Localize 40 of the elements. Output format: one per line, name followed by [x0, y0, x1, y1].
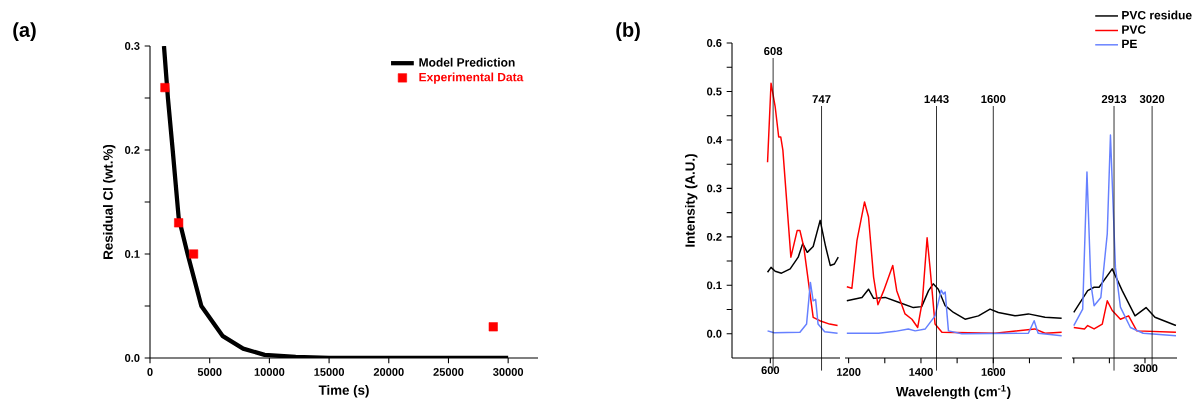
y-tick-label: 0.1 [125, 250, 140, 258]
y-tick-label: 0.3 [707, 184, 722, 193]
text: (a) [13, 22, 36, 41]
ref-line-label: 3020 [1139, 95, 1165, 104]
x-tick-label: 1400 [909, 368, 933, 376]
y-tick-label: 0.4 [707, 136, 722, 144]
text: (b) [616, 22, 640, 41]
y-tick-label: 0.2 [125, 146, 140, 154]
legend-label: PE [1122, 39, 1137, 48]
x-tick-label: 20000 [373, 368, 404, 376]
y-tick-label: 0.5 [707, 87, 722, 96]
y-tick-label: 0.6 [707, 39, 722, 47]
ref-line-label: 608 [764, 47, 783, 56]
y-axis-title: Intensity (A.U.) [685, 154, 698, 247]
x-axis-title: Time (s) [318, 385, 369, 398]
ref-line-label: 2913 [1101, 95, 1127, 104]
annotation: 600 [761, 366, 780, 375]
x-tick-label: 30000 [493, 368, 524, 376]
x-tick-label: 5000 [197, 368, 222, 376]
y-axis-title: Residual Cl (wt.%) [102, 144, 116, 259]
x-axis-title: Wavelength (cm$^{-1}$) [895, 385, 1011, 400]
legend-label: Experimental Data [419, 72, 524, 84]
legend-label: PVC residue [1122, 10, 1192, 20]
ref-line-label: 747 [812, 95, 831, 104]
x-tick-label: 15000 [314, 368, 345, 376]
ref-line-label: 1600 [981, 95, 1006, 104]
y-tick-label: 0.0 [707, 329, 722, 338]
x-tick-label: 1200 [837, 368, 861, 376]
y-tick-label: 0.0 [125, 354, 140, 362]
y-tick-label: 0.1 [707, 281, 722, 290]
ref-line-label: 1443 [924, 95, 949, 104]
legend-label: PVC [1122, 25, 1146, 34]
x-tick-label: 0 [147, 368, 153, 376]
x-tick-label: 25000 [433, 368, 464, 376]
x-tick-label: 10000 [254, 368, 285, 376]
y-tick-label: 0.2 [707, 232, 722, 241]
y-tick-label: 0.3 [125, 42, 140, 50]
x-tick-label: 1600 [981, 368, 1006, 376]
text: 3000 [1133, 364, 1158, 373]
legend-label: Model Prediction [419, 57, 515, 67]
